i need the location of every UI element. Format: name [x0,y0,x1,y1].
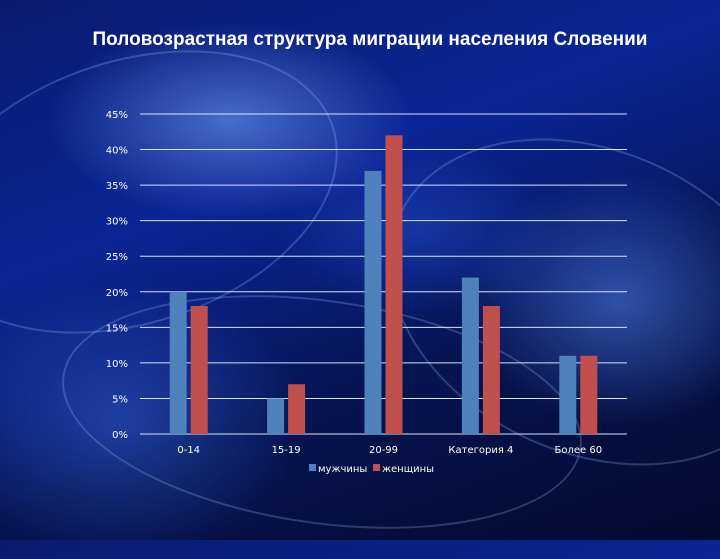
x-tick-label: 15-19 [272,445,301,456]
bar-female [580,355,598,434]
bar-chart: 0% 5% 10% 15% 20% 25% 30% 35% 40% 45% 0-14 15-19 20… [106,110,627,475]
y-tick-label: 10% [106,359,128,370]
y-tick-label: 15% [106,323,128,334]
grid-lines [140,113,627,435]
chart-title: Половозрастная структура миграции населе… [92,29,648,50]
bar-female [385,135,403,435]
y-tick-label: 40% [106,146,128,157]
x-tick-label: Более 60 [555,445,603,456]
x-axis-labels: 0-14 15-19 20-99 Категория 4 Более 60 [177,445,602,456]
bar-male [267,398,285,434]
bar-male [364,170,382,434]
y-tick-label: 25% [106,252,128,263]
y-tick-label: 5% [112,394,128,405]
bar-female [288,384,306,434]
legend: мужчины женщины [309,464,434,475]
x-tick-label: Категория 4 [448,445,513,456]
bar-male [169,291,187,434]
y-tick-label: 35% [106,181,128,192]
bars [169,135,598,435]
y-tick-label: 0% [112,430,128,441]
x-tick-label: 20-99 [369,445,398,456]
y-tick-label: 45% [106,110,128,121]
legend-swatch [309,464,316,471]
legend-label: мужчины [318,464,367,475]
bar-male [559,355,577,434]
x-tick-label: 0-14 [177,445,200,456]
bar-female [190,306,208,434]
y-tick-label: 30% [106,217,128,228]
legend-swatch [373,464,380,471]
y-axis-labels: 0% 5% 10% 15% 20% 25% 30% 35% 40% 45% [106,110,128,441]
legend-label: женщины [382,464,434,475]
bar-female [482,306,500,434]
y-tick-label: 20% [106,288,128,299]
bar-male [461,277,479,434]
